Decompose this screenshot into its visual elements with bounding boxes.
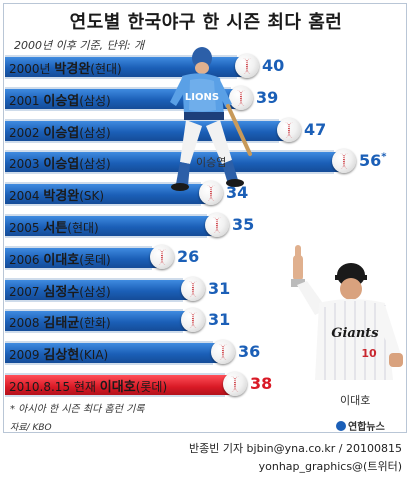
source-note: 자료/ KBO (10, 423, 52, 433)
logo-icon (336, 421, 346, 431)
player-name: 박경완 (43, 189, 80, 205)
data-label: 39 (256, 87, 279, 107)
bar (5, 343, 223, 364)
bar (5, 57, 247, 77)
credit-line-1: 반종빈 기자 bjbin@yna.co.kr / 20100815 (188, 442, 402, 455)
data-label: 26 (177, 246, 200, 266)
batter-figure: LIONS (170, 47, 252, 191)
credit-line-2: yonhap_graphics@(트위터) (258, 460, 402, 473)
player-name: 김상현 (43, 348, 80, 364)
bar-label: 2008 김태균(한화) (9, 312, 111, 331)
year-label: 2010.8.15 현재 (9, 380, 100, 394)
bar-label: 2000년 박경완(현대) (9, 58, 122, 77)
bar (5, 184, 211, 205)
player-name: 김태균 (43, 316, 80, 332)
yonhap-logo: 연합뉴스 (336, 418, 385, 433)
team-name: (SK) (79, 189, 105, 204)
baseball-icon (199, 181, 223, 206)
bar-label: 2002 이승엽(삼성) (9, 122, 111, 141)
year-label: 2004 (9, 189, 44, 204)
bar (5, 152, 344, 173)
team-name: (현대) (90, 62, 122, 76)
svg-text:LIONS: LIONS (185, 92, 219, 103)
logo-text: 연합뉴스 (348, 422, 385, 433)
team-name: (삼성) (79, 125, 111, 140)
baseball-icon (150, 244, 174, 269)
bar-label: 2003 이승엽(삼성) (9, 153, 111, 172)
player-label-left: 이승엽 (196, 156, 227, 169)
record-asterisk: * (381, 152, 387, 164)
player-figure: Giants 10 (291, 245, 403, 380)
data-label: 36 (238, 342, 261, 362)
year-label: 2006 (9, 252, 44, 267)
data-label: 34 (226, 183, 249, 203)
year-label: 2003 (9, 157, 44, 172)
year-label: 2009 (9, 348, 44, 363)
bar (5, 311, 193, 332)
player-label-right: 이대호 (340, 394, 371, 407)
footnote: * 아시아 한 시즌 최다 홈런 기록 (10, 404, 145, 415)
year-label: 2001 (9, 93, 44, 108)
baseball-icon (223, 372, 247, 396)
team-name: (롯데) (135, 380, 168, 394)
baseball-icon (211, 340, 235, 365)
player-name: 이승엽 (43, 125, 80, 141)
baseball-icon (205, 213, 229, 237)
baseball-icon (229, 85, 253, 110)
baseball-icon (277, 117, 301, 142)
bar-label: 2010.8.15 현재 이대호(롯데) (9, 376, 167, 395)
bar-label: 2001 이승엽(삼성) (9, 90, 111, 109)
bar (5, 247, 162, 268)
data-label: 56* (359, 151, 387, 171)
bar (5, 216, 217, 236)
chart-subtitle: 2000년 이후 기준, 단위: 개 (14, 39, 145, 52)
year-label: 2000년 (9, 62, 55, 76)
bar-label: 2005 서튼(현대) (9, 217, 99, 236)
bar-label: 2004 박경완(SK) (9, 185, 104, 204)
year-label: 2002 (9, 125, 44, 140)
bar (5, 279, 193, 300)
team-name: (롯데) (79, 252, 111, 267)
team-name: (현대) (67, 221, 99, 235)
data-label: 38 (250, 374, 273, 393)
data-label: 40 (262, 56, 285, 75)
team-name: (삼성) (79, 284, 111, 299)
baseball-icon (332, 149, 356, 174)
player-name: 이대호 (99, 380, 136, 395)
player-name: 심정수 (43, 284, 80, 300)
year-label: 2008 (9, 316, 44, 331)
player-name: 이대호 (43, 252, 80, 268)
bar-label: 2007 심정수(삼성) (9, 281, 111, 300)
bar-label: 2006 이대호(롯데) (9, 249, 111, 268)
baseball-icon (181, 276, 205, 301)
year-label: 2007 (9, 284, 44, 299)
svg-text:10: 10 (361, 347, 377, 360)
team-name: (삼성) (79, 157, 111, 172)
data-label: 35 (232, 215, 255, 234)
batter-illustration: LIONS (170, 47, 252, 191)
year-label: 2005 (9, 221, 44, 235)
chart-title: 연도별 한국야구 한 시즌 최다 홈런 (69, 12, 343, 33)
baseball-icon (235, 54, 259, 78)
team-name: (삼성) (79, 93, 111, 108)
svg-text:Giants: Giants (331, 326, 379, 341)
player-name: 이승엽 (43, 93, 80, 109)
player-name: 서튼 (43, 221, 68, 236)
bar (5, 375, 235, 395)
data-label: 31 (208, 310, 231, 330)
baseball-icon (181, 308, 205, 333)
team-name: (한화) (79, 316, 111, 331)
player-illustration: Giants 10 (291, 245, 403, 380)
team-name: (KIA) (79, 348, 109, 363)
data-label: 31 (208, 278, 231, 298)
data-label: 47 (304, 119, 327, 139)
player-name: 박경완 (54, 62, 91, 77)
bar-label: 2009 김상현(KIA) (9, 344, 108, 363)
player-name: 이승엽 (43, 157, 80, 173)
